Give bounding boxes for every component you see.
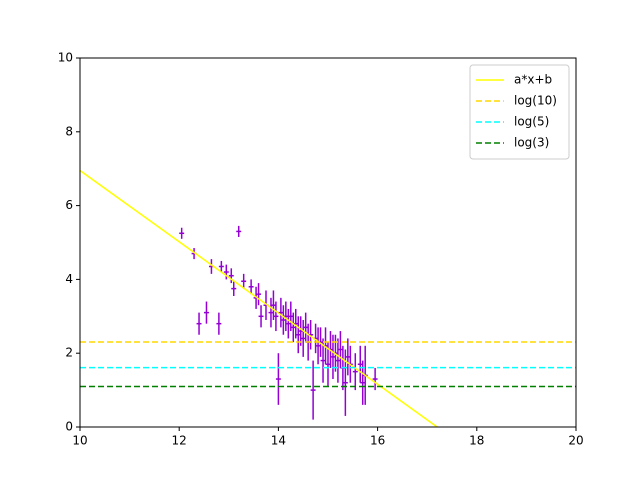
plot-frame bbox=[79, 57, 577, 428]
y-tick-label: 4 bbox=[65, 272, 73, 286]
x-tick-label: 14 bbox=[271, 434, 286, 448]
x-tick-label: 16 bbox=[370, 434, 385, 448]
legend-label: a*x+b bbox=[514, 73, 552, 87]
legend-box bbox=[469, 64, 570, 160]
y-tick-label: 0 bbox=[65, 420, 73, 434]
x-tick-label: 20 bbox=[568, 434, 583, 448]
x-tick-label: 12 bbox=[172, 434, 187, 448]
fit-line bbox=[80, 169, 438, 427]
y-tick-label: 6 bbox=[65, 198, 73, 212]
legend-label: log(3) bbox=[514, 136, 549, 150]
legend-label: log(5) bbox=[514, 115, 549, 129]
plot-area bbox=[80, 169, 576, 427]
y-tick-label: 10 bbox=[58, 51, 73, 65]
y-tick-label: 2 bbox=[65, 346, 73, 360]
y-tick-label: 8 bbox=[65, 124, 73, 138]
x-tick-label: 10 bbox=[72, 434, 87, 448]
legend-label: log(10) bbox=[514, 94, 557, 108]
x-tick-label: 18 bbox=[469, 434, 484, 448]
